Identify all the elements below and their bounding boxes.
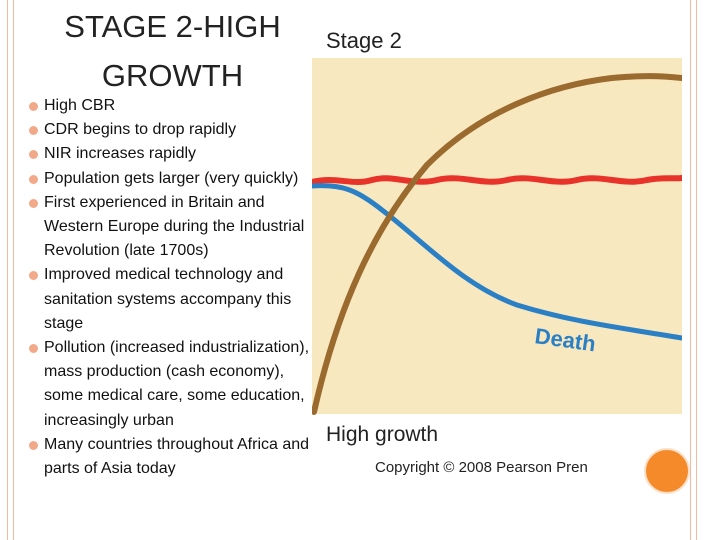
frame-line-right-inner [690,0,691,540]
bullet-text: Many countries throughout Africa and par… [44,435,310,478]
birth-rate-line [312,175,682,185]
diagram-background [312,58,682,414]
bullet-item: NIR increases rapidly [28,142,318,166]
bullet-text: NIR increases rapidly [44,145,197,163]
bullet-item: CDR begins to drop rapidly [28,118,318,142]
bullet-item: Improved medical technology and sanitati… [28,263,318,336]
copyright-text: Copyright © 2008 Pearson Pren [375,459,588,476]
bullet-item: First experienced in Britain and Western… [28,191,318,264]
bullet-item: Population gets larger (very quickly) [28,167,318,191]
bullet-text: High CBR [44,97,116,114]
death-rate-line [312,183,682,341]
bullet-item: Many countries throughout Africa and par… [28,433,318,481]
frame-line-right-outer [696,0,697,540]
bullet-text: CDR begins to drop rapidly [44,121,237,139]
diagram-heading: Stage 2 [326,28,402,53]
diagram-caption: High growth [326,423,438,446]
bullet-item: High CBR [28,94,318,118]
slide-title: STAGE 2-HIGH GROWTH [64,9,281,93]
bullet-dot-icon [29,102,38,111]
frame-line-left-inner [13,0,14,540]
frame-line-left-outer [7,0,8,540]
bullet-item: Pollution (increased industrialization),… [28,336,318,433]
bullet-text: Population gets larger (very quickly) [44,169,299,187]
bullet-dot-icon [29,150,38,160]
stage-2-diagram: Stage 2 Death High growth Copyright © 20… [312,28,682,476]
population-line [312,73,682,415]
bullet-dot-icon [29,126,38,136]
bullet-dot-icon [29,174,38,184]
bullet-dot-icon [29,440,38,450]
bullet-text: Pollution (increased industrialization),… [44,339,310,429]
bullet-dot-icon [29,344,38,354]
bullet-text: First experienced in Britain and Western… [44,193,305,260]
bullet-text: Improved medical technology and sanitati… [44,266,292,332]
bullet-dot-icon [29,198,38,208]
accent-circle [644,448,690,494]
bullet-list: High CBR CDR begins to drop rapidly NIR … [28,94,318,481]
bullet-dot-icon [29,271,38,281]
